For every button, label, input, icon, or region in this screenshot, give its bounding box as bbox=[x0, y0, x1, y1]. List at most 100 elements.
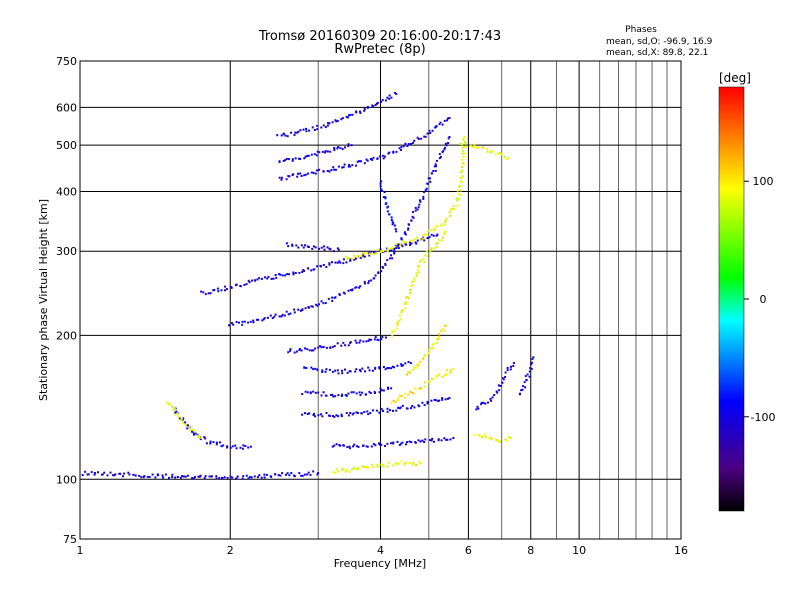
data-point bbox=[349, 370, 352, 373]
data-point bbox=[408, 371, 411, 374]
data-point bbox=[444, 374, 446, 376]
data-point bbox=[521, 388, 524, 391]
data-point bbox=[384, 445, 386, 447]
data-point bbox=[338, 293, 341, 296]
data-point bbox=[345, 116, 348, 118]
data-point bbox=[367, 251, 370, 254]
data-point bbox=[291, 159, 294, 162]
data-point bbox=[504, 438, 507, 441]
data-point bbox=[114, 473, 117, 476]
y-tick-label: 300 bbox=[56, 245, 77, 258]
colorbar bbox=[718, 86, 745, 512]
data-point bbox=[435, 234, 438, 237]
data-point bbox=[314, 367, 317, 370]
data-point bbox=[358, 391, 361, 394]
data-point bbox=[530, 363, 533, 366]
data-point bbox=[481, 436, 483, 438]
data-point bbox=[307, 246, 310, 248]
data-point bbox=[518, 393, 521, 396]
data-point bbox=[198, 436, 200, 438]
data-point bbox=[430, 249, 433, 251]
data-point bbox=[173, 408, 176, 410]
data-point bbox=[304, 412, 306, 415]
data-point bbox=[384, 196, 387, 199]
data-point bbox=[374, 336, 377, 339]
y-tick-label: 500 bbox=[56, 139, 77, 152]
data-point bbox=[490, 151, 493, 154]
data-point bbox=[497, 439, 500, 442]
x-tick-label: 8 bbox=[527, 544, 534, 557]
data-point bbox=[331, 296, 334, 299]
data-point bbox=[369, 392, 372, 395]
data-point bbox=[340, 394, 343, 397]
data-point bbox=[390, 216, 393, 219]
data-point bbox=[138, 474, 141, 477]
data-point bbox=[348, 445, 351, 448]
data-point bbox=[411, 280, 414, 283]
data-point bbox=[429, 132, 432, 134]
y-axis-label: Stationary phase Virtual Height [km] bbox=[37, 199, 50, 401]
data-point bbox=[370, 158, 372, 160]
data-point bbox=[326, 124, 329, 127]
data-point bbox=[392, 464, 395, 467]
data-point bbox=[303, 366, 306, 369]
data-point bbox=[449, 214, 452, 217]
data-point bbox=[368, 338, 371, 341]
data-point bbox=[392, 222, 395, 225]
data-point bbox=[316, 265, 319, 268]
data-point bbox=[203, 436, 206, 439]
data-point bbox=[433, 165, 436, 168]
data-point bbox=[304, 155, 307, 158]
data-point bbox=[426, 233, 429, 236]
data-point bbox=[329, 248, 332, 251]
data-point bbox=[263, 473, 266, 476]
data-point bbox=[362, 444, 364, 447]
data-point bbox=[531, 358, 534, 360]
data-point bbox=[463, 145, 466, 148]
data-point bbox=[371, 104, 374, 107]
data-point bbox=[174, 476, 177, 479]
data-point bbox=[476, 405, 479, 408]
data-point bbox=[347, 414, 350, 417]
data-point bbox=[332, 415, 334, 417]
data-point bbox=[106, 474, 109, 477]
data-point bbox=[391, 331, 394, 333]
data-point bbox=[374, 444, 377, 447]
data-point bbox=[440, 223, 443, 226]
data-point bbox=[351, 257, 353, 260]
data-point bbox=[414, 441, 417, 444]
data-point bbox=[351, 468, 354, 471]
data-point bbox=[318, 303, 320, 306]
data-point bbox=[324, 370, 327, 373]
data-point bbox=[209, 440, 212, 443]
data-point bbox=[320, 126, 323, 129]
data-point bbox=[417, 439, 420, 442]
data-point bbox=[217, 290, 220, 293]
data-point bbox=[424, 254, 427, 257]
data-point bbox=[428, 380, 431, 383]
data-point bbox=[376, 338, 379, 341]
data-point bbox=[426, 401, 429, 403]
data-point bbox=[458, 185, 461, 188]
data-point bbox=[279, 273, 282, 276]
data-point bbox=[456, 198, 459, 201]
data-point bbox=[285, 473, 287, 476]
data-point bbox=[220, 445, 223, 448]
data-point bbox=[460, 171, 463, 174]
data-point bbox=[423, 191, 426, 194]
data-point bbox=[347, 392, 350, 395]
data-point bbox=[314, 246, 317, 249]
x-tick-label: 16 bbox=[674, 544, 688, 557]
data-point bbox=[380, 180, 383, 183]
data-point bbox=[524, 375, 527, 378]
data-point bbox=[422, 357, 425, 360]
data-point bbox=[370, 445, 373, 448]
data-point bbox=[366, 106, 369, 109]
data-point bbox=[395, 247, 398, 250]
data-point bbox=[413, 139, 416, 142]
data-point bbox=[407, 228, 409, 231]
data-point bbox=[371, 158, 374, 161]
data-point bbox=[412, 277, 415, 280]
data-point bbox=[373, 390, 376, 393]
